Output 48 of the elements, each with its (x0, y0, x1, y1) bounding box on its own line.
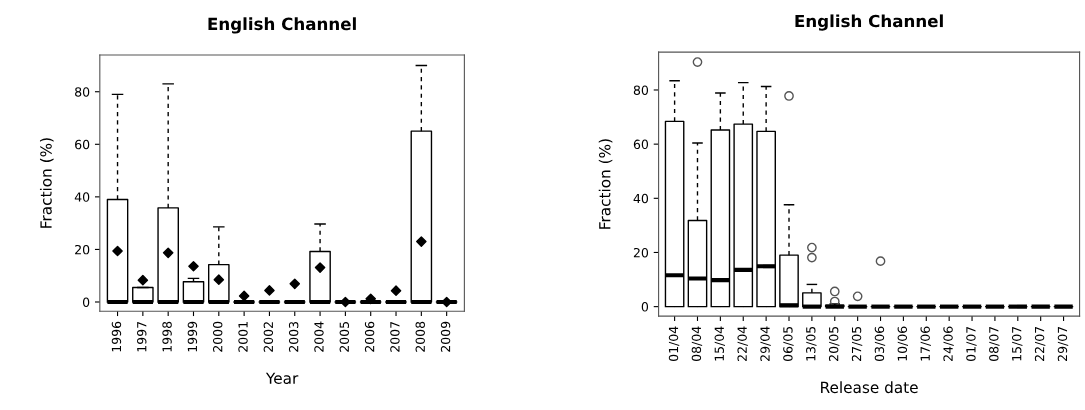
y-tick-label: 0 (82, 297, 90, 307)
chart-title: English Channel (795, 14, 943, 31)
y-tick-label: 40 (74, 192, 90, 202)
x-tick-label: 20/05 (828, 326, 840, 361)
x-tick-label: 03/06 (874, 326, 886, 362)
x-tick-label: 2006 (364, 321, 375, 352)
x-tick-label: 10/06 (897, 326, 909, 361)
x-axis-title: Release date (821, 381, 918, 394)
x-tick-label: 2008 (415, 321, 425, 352)
y-tick-label: 80 (75, 87, 90, 97)
x-tick-label: 29/07 (1057, 326, 1069, 361)
x-tick-label: 01/07 (966, 326, 977, 362)
x-axis-title: Year (265, 372, 299, 384)
x-tick-label: 22/04 (737, 326, 748, 361)
x-tick-label: 1998 (162, 321, 172, 352)
x-tick-label: 29/04 (760, 326, 771, 361)
x-tick-label: 2004 (314, 321, 324, 352)
x-tick-label: 1997 (137, 321, 147, 352)
y-tick-label: 40 (633, 193, 649, 204)
y-axis-title: Fraction (%) (39, 138, 54, 228)
x-tick-label: 2009 (440, 321, 451, 352)
y-axis-title: Fraction (%) (598, 139, 613, 229)
y-tick-label: 20 (75, 244, 90, 255)
x-tick-label: 06/05 (783, 326, 794, 362)
y-tick-label: 80 (633, 85, 649, 95)
x-tick-label: 2001 (238, 322, 248, 352)
x-tick-label: 2007 (390, 321, 400, 352)
x-tick-label: 2000 (212, 321, 223, 352)
x-tick-label: 08/04 (691, 326, 703, 362)
y-tick-label: 60 (75, 139, 90, 150)
x-tick-label: 15/07 (1011, 326, 1023, 361)
y-tick-label: 60 (633, 139, 649, 150)
x-tick-label: 15/04 (714, 326, 725, 361)
x-tick-label: 22/07 (1034, 326, 1046, 361)
x-tick-label: 2003 (288, 321, 299, 352)
x-tick-label: 2005 (339, 322, 350, 352)
x-tick-label: 13/05 (806, 326, 817, 361)
y-tick-label: 20 (633, 247, 649, 258)
x-tick-label: 08/07 (989, 326, 1000, 362)
x-tick-label: 01/04 (668, 326, 680, 362)
x-tick-label: 1996 (111, 321, 122, 352)
x-tick-label: 27/05 (851, 326, 863, 361)
x-tick-label: 17/06 (920, 326, 931, 361)
chart-title: English Channel (208, 17, 356, 34)
x-tick-label: 1999 (187, 321, 198, 352)
x-tick-label: 24/06 (943, 326, 954, 361)
x-tick-label: 2002 (263, 322, 274, 352)
y-tick-label: 0 (641, 302, 649, 312)
